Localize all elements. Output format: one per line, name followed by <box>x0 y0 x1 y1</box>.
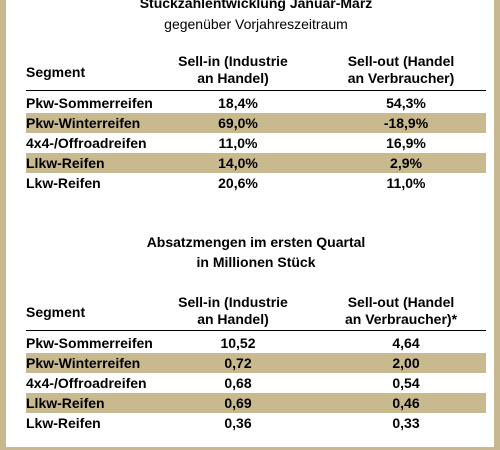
sellout-cell: -18,9% <box>383 115 429 131</box>
sellout-cell: 0,33 <box>392 415 420 431</box>
table-row: Lkw-Reifen 0,36 0,33 <box>26 413 486 433</box>
sellout-cell: 11,0% <box>386 175 426 191</box>
sellout-cell: 54,3% <box>386 95 426 111</box>
table1-title: Stückzahlentwicklung Januar-März <box>139 0 373 11</box>
table2-header-sellin-line2: an Handel) <box>197 311 269 327</box>
table2-header-sellin: Sell-in (Industrie an Handel) <box>163 294 303 328</box>
table-row: Pkw-Winterreifen 69,0% -18,9% <box>26 113 486 133</box>
table-row: Pkw-Winterreifen 0,72 2,00 <box>26 353 486 373</box>
table2-header-sellout-line1: Sell-out (Handel <box>347 294 455 310</box>
segment-cell: Pkw-Sommerreifen <box>26 95 153 111</box>
segment-cell: Pkw-Sommerreifen <box>26 335 153 351</box>
table1-header-sellout-line1: Sell-out (Handel <box>347 53 455 69</box>
table1-header-sellout-line2: an Verbraucher) <box>347 70 455 86</box>
sellout-cell: 2,00 <box>392 355 420 371</box>
sellin-cell: 0,69 <box>224 395 252 411</box>
sellin-cell: 0,72 <box>224 355 252 371</box>
sellout-cell: 4,64 <box>392 335 420 351</box>
sellin-cell: 14,0% <box>218 155 258 171</box>
sellin-cell: 0,36 <box>224 415 252 431</box>
table2-title: Absatzmengen im ersten Quartal <box>146 234 366 250</box>
table2-header-rule <box>26 330 486 331</box>
sellin-cell: 11,0% <box>218 135 258 151</box>
table1-header-sellin-line2: an Handel) <box>197 70 269 86</box>
table1-subtitle: gegenüber Vorjahreszeitraum <box>164 16 348 32</box>
segment-cell: 4x4-/Offroadreifen <box>26 375 147 391</box>
table1-header-segment: Segment <box>26 64 86 80</box>
segment-cell: Lkw-Reifen <box>26 415 101 431</box>
sellin-cell: 69,0% <box>218 115 258 131</box>
table1-header-rule <box>26 90 486 91</box>
segment-cell: Llkw-Reifen <box>26 155 105 171</box>
sellin-cell: 18,4% <box>218 95 258 111</box>
sellin-cell: 0,68 <box>224 375 252 391</box>
segment-cell: Lkw-Reifen <box>26 175 101 191</box>
table2-header-segment: Segment <box>26 304 86 320</box>
table1-header-sellout: Sell-out (Handel an Verbraucher) <box>321 53 481 87</box>
table-row: 4x4-/Offroadreifen 11,0% 16,9% <box>26 133 486 153</box>
table1-header-sellin-line1: Sell-in (Industrie <box>178 53 288 69</box>
table-row: Pkw-Sommerreifen 10,52 4,64 <box>26 333 486 353</box>
sellin-cell: 20,6% <box>218 175 258 191</box>
table-row: Llkw-Reifen 0,69 0,46 <box>26 393 486 413</box>
sellin-cell: 10,52 <box>220 335 256 351</box>
segment-cell: Pkw-Winterreifen <box>26 355 141 371</box>
sellout-cell: 2,9% <box>390 155 422 171</box>
table-row: Pkw-Sommerreifen 18,4% 54,3% <box>26 93 486 113</box>
table2-header-sellout: Sell-out (Handel an Verbraucher)* <box>321 294 481 328</box>
segment-cell: 4x4-/Offroadreifen <box>26 135 147 151</box>
table2-header-sellout-line2: an Verbraucher)* <box>344 311 458 327</box>
sellout-cell: 0,46 <box>392 395 420 411</box>
sellout-cell: 16,9% <box>386 135 426 151</box>
table-row: Lkw-Reifen 20,6% 11,0% <box>26 173 486 193</box>
table2-subtitle: in Millionen Stück <box>196 254 316 270</box>
segment-cell: Pkw-Winterreifen <box>26 115 141 131</box>
table2-header-sellin-line1: Sell-in (Industrie <box>178 294 288 310</box>
table-row: Llkw-Reifen 14,0% 2,9% <box>26 153 486 173</box>
table-row: 4x4-/Offroadreifen 0,68 0,54 <box>26 373 486 393</box>
table1-header-sellin: Sell-in (Industrie an Handel) <box>163 53 303 87</box>
segment-cell: Llkw-Reifen <box>26 395 105 411</box>
sellout-cell: 0,54 <box>392 375 420 391</box>
